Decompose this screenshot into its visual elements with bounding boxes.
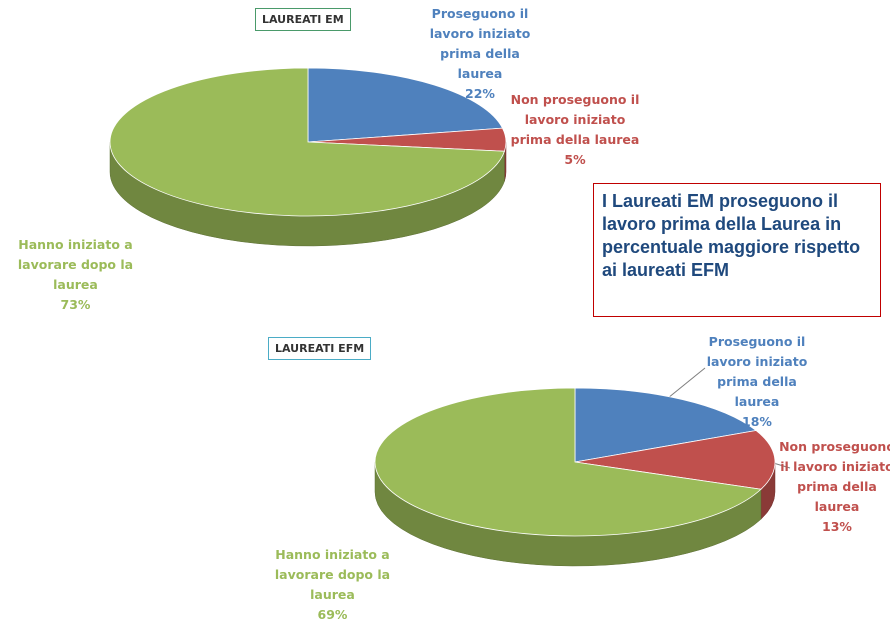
category-label: Hanno iniziato a lavorare dopo la laurea <box>274 547 391 602</box>
slice-label: Non proseguono il lavoro iniziato prima … <box>778 437 890 537</box>
pie-slice <box>574 430 776 490</box>
slice-label: Hanno iniziato a lavorare dopo la laurea… <box>8 235 143 315</box>
slice-label: Proseguono il lavoro iniziato prima dell… <box>702 332 812 432</box>
category-label: Non proseguono il lavoro iniziato prima … <box>510 92 640 147</box>
value-label: 22% <box>465 86 495 101</box>
pie-slice <box>574 387 757 463</box>
value-label: 69% <box>317 607 348 622</box>
chart-title: LAUREATI EFM <box>268 337 372 360</box>
slice-label: Non proseguono il lavoro iniziato prima … <box>510 90 640 170</box>
pie-slice <box>307 67 504 143</box>
leader-line <box>667 367 706 399</box>
slice-label: Proseguono il lavoro iniziato prima dell… <box>425 4 535 104</box>
value-label: 13% <box>822 519 852 534</box>
chart-title: LAUREATI EM <box>255 8 351 31</box>
pie-slice <box>374 387 762 537</box>
value-label: 5% <box>564 152 586 167</box>
pie-slice <box>109 67 505 217</box>
pie <box>109 67 507 247</box>
category-label: Non proseguono il lavoro iniziato prima … <box>779 439 890 514</box>
pie <box>374 387 776 567</box>
slice-label: Hanno iniziato a lavorare dopo la laurea… <box>265 545 400 625</box>
annotation: I Laureati EM proseguono il lavoro prima… <box>593 183 881 317</box>
category-label: Hanno iniziato a lavorare dopo la laurea <box>17 237 134 292</box>
category-label: Proseguono il lavoro iniziato prima dell… <box>706 334 808 409</box>
category-label: Proseguono il lavoro iniziato prima dell… <box>429 6 531 81</box>
value-label: 73% <box>60 297 91 312</box>
value-label: 18% <box>742 414 772 429</box>
